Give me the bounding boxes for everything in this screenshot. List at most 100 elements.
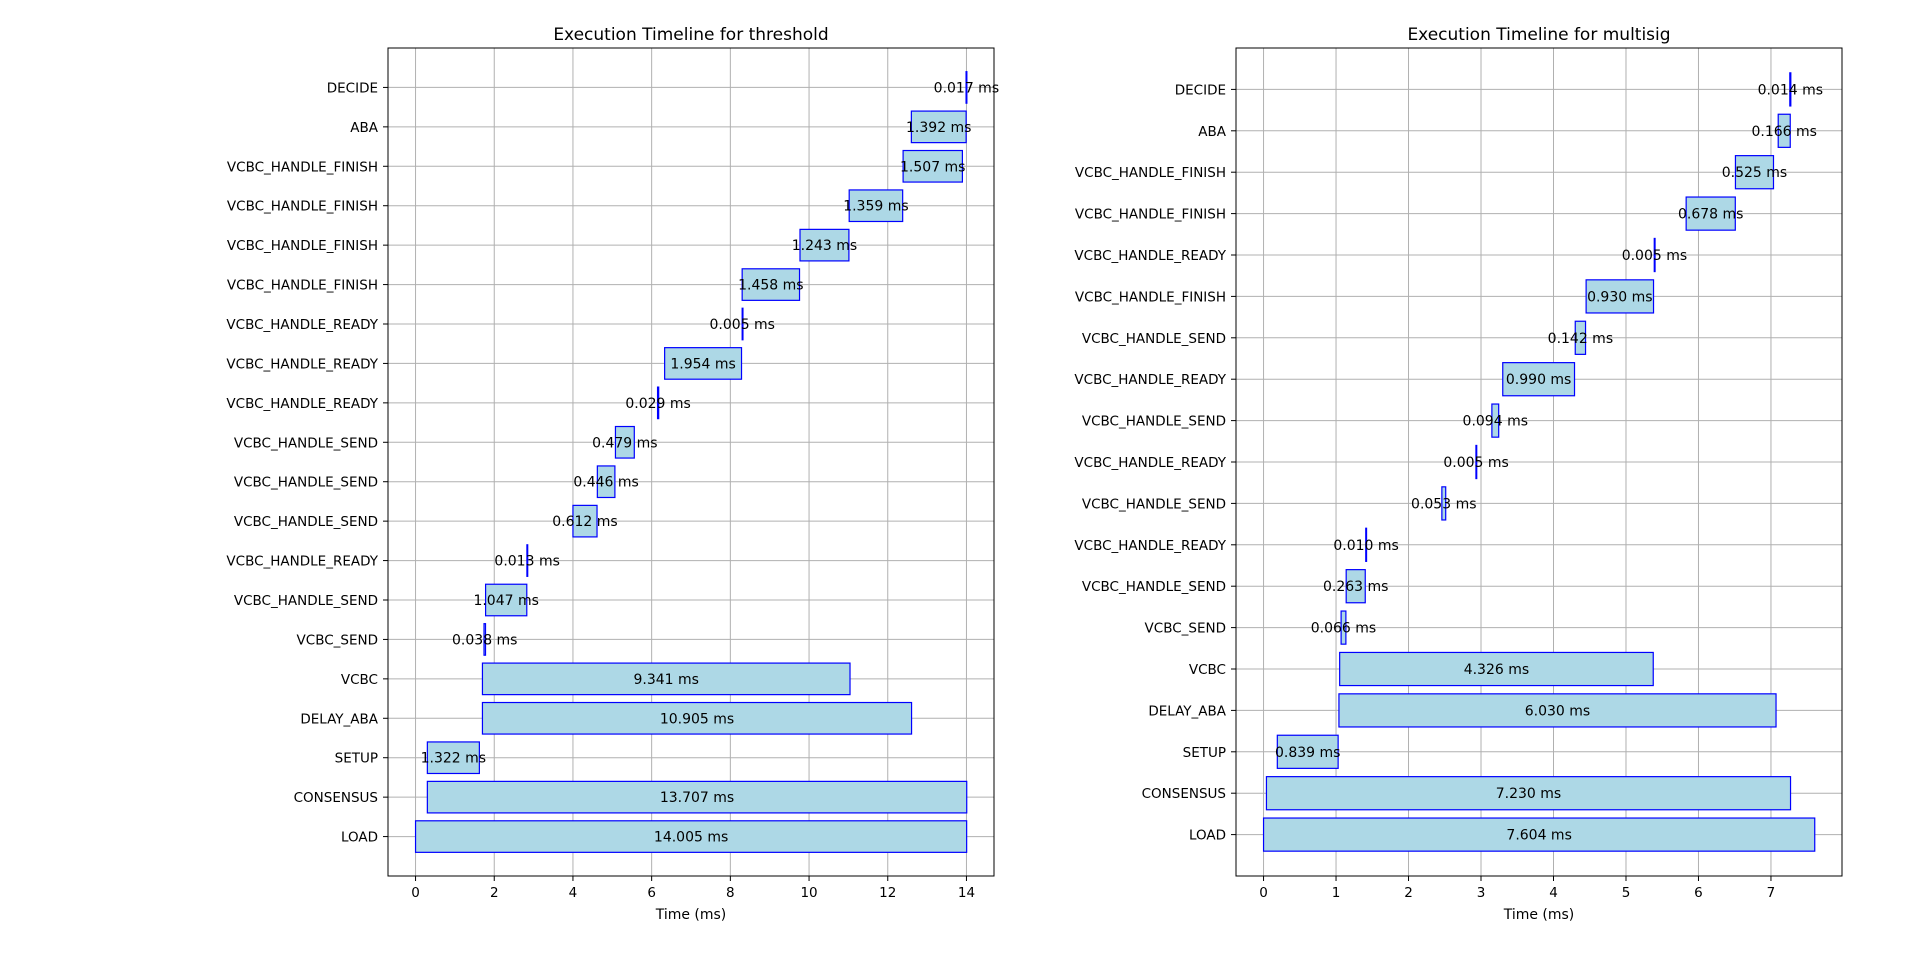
bar-duration-label: 0.005 ms — [1622, 248, 1687, 264]
chart-1: 14.005 ms 13.707 ms 1.322 ms 10.905 ms 9.341… — [226, 25, 999, 923]
y-tick-label: VCBC_HANDLE_FINISH — [1075, 289, 1226, 305]
task-bar — [1685, 196, 1736, 231]
x-axis-label: Time (ms) — [1503, 907, 1575, 923]
x-axis: 0 1 2 3 4 5 6 7 — [1259, 876, 1775, 901]
y-tick-label: VCBC_HANDLE_FINISH — [227, 238, 378, 254]
bar-labels: 14.005 ms 13.707 ms 1.322 ms 10.905 ms 9.341… — [421, 80, 1000, 845]
y-tick-label: VCBC_HANDLE_READY — [226, 317, 378, 333]
x-tick-label: 6 — [1694, 885, 1703, 901]
y-tick-label: LOAD — [341, 830, 378, 846]
bar-duration-label: 4.326 ms — [1464, 662, 1529, 678]
bar-duration-label: 0.094 ms — [1463, 414, 1528, 430]
y-tick-label: VCBC_HANDLE_READY — [1074, 455, 1226, 471]
task-bar — [1777, 113, 1791, 148]
y-tick-label: CONSENSUS — [294, 790, 378, 806]
task-bar — [414, 820, 968, 853]
x-tick-label: 2 — [490, 885, 499, 901]
y-tick-label: VCBC_HANDLE_FINISH — [1075, 165, 1226, 181]
y-tick-label: ABA — [1198, 124, 1226, 140]
task-bar — [1345, 569, 1366, 604]
task-bar — [1502, 362, 1576, 397]
task-bar — [799, 228, 850, 262]
y-tick-label: VCBC_HANDLE_READY — [1074, 538, 1226, 554]
task-bar — [1441, 486, 1447, 521]
y-tick-label: VCBC_HANDLE_READY — [226, 356, 378, 372]
y-tick-label: DELAY_ABA — [1148, 703, 1226, 719]
task-bar — [1262, 817, 1816, 852]
x-tick-label: 8 — [726, 885, 735, 901]
bar-duration-label: 0.005 ms — [710, 317, 775, 333]
task-bar — [1491, 403, 1500, 438]
task-bar — [526, 544, 529, 577]
task-bar — [1340, 610, 1347, 645]
task-bar — [1789, 72, 1792, 107]
y-tick-label: VCBC_HANDLE_FINISH — [227, 199, 378, 215]
task-bar — [481, 662, 851, 696]
bar-duration-label: 10.905 ms — [660, 711, 734, 727]
task-bar — [848, 189, 904, 223]
task-bar — [1276, 734, 1339, 769]
y-tick-label: VCBC_HANDLE_READY — [1074, 372, 1226, 388]
bar-duration-label: 0.166 ms — [1751, 124, 1816, 140]
y-tick-label: DELAY_ABA — [300, 711, 378, 727]
x-tick-label: 0 — [411, 885, 420, 901]
y-tick-label: VCBC_HANDLE_READY — [226, 554, 378, 570]
bar-duration-label: 9.341 ms — [633, 672, 698, 688]
y-tick-label: DECIDE — [1175, 82, 1226, 98]
x-tick-label: 2 — [1404, 885, 1413, 901]
x-tick-label: 0 — [1259, 885, 1268, 901]
task-bar — [741, 307, 744, 341]
bar-duration-label: 0.525 ms — [1722, 165, 1787, 181]
plot-frame — [387, 47, 995, 877]
bar-duration-label: 0.930 ms — [1587, 289, 1652, 305]
x-tick-label: 5 — [1622, 885, 1631, 901]
task-bar — [1265, 776, 1792, 811]
task-bar — [965, 71, 968, 104]
y-tick-label: VCBC_SEND — [297, 632, 378, 648]
bar-duration-label: 1.243 ms — [792, 238, 857, 254]
task-bar — [426, 741, 480, 775]
task-bar — [426, 780, 968, 814]
task-bar — [1475, 444, 1478, 480]
bar-duration-label: 1.507 ms — [900, 159, 965, 175]
x-tick-label: 7 — [1767, 885, 1776, 901]
bar-duration-label: 7.604 ms — [1506, 828, 1571, 844]
bar-duration-label: 0.005 ms — [1443, 455, 1508, 471]
task-bar — [484, 583, 528, 617]
bar-duration-label: 14.005 ms — [654, 830, 728, 846]
x-tick-label: 10 — [800, 885, 817, 901]
task-bar — [572, 504, 598, 538]
bar-duration-label: 0.839 ms — [1275, 745, 1340, 761]
task-bar — [483, 623, 487, 656]
y-tick-label: VCBC_HANDLE_READY — [1074, 248, 1226, 264]
bar-labels: 7.604 ms 7.230 ms 0.839 ms 6.030 ms 4.326 ms… — [1275, 82, 1823, 843]
bar-duration-label: 1.458 ms — [738, 278, 803, 294]
task-bar — [1653, 237, 1656, 273]
x-tick-label: 12 — [879, 885, 896, 901]
y-tick-label: VCBC_HANDLE_SEND — [234, 475, 378, 491]
y-tick-label: ABA — [350, 120, 378, 136]
bar-duration-label: 1.047 ms — [473, 593, 538, 609]
x-tick-label: 3 — [1477, 885, 1486, 901]
y-tick-label: VCBC_HANDLE_SEND — [234, 435, 378, 451]
y-tick-label: VCBC_HANDLE_SEND — [1082, 331, 1226, 347]
y-tick-label: VCBC_HANDLE_FINISH — [1075, 207, 1226, 223]
task-bar — [1339, 651, 1654, 687]
y-tick-label: VCBC_HANDLE_READY — [226, 396, 378, 412]
task-bar — [664, 347, 743, 380]
bar-duration-label: 0.066 ms — [1311, 621, 1376, 637]
task-bar — [1365, 527, 1368, 562]
y-tick-label: SETUP — [1183, 745, 1226, 761]
bar-duration-label: 0.678 ms — [1678, 207, 1743, 223]
y-tick-label: VCBC_HANDLE_FINISH — [227, 278, 378, 294]
task-bar — [1338, 693, 1777, 728]
task-bar — [1574, 320, 1587, 355]
y-tick-label: VCBC_HANDLE_SEND — [1082, 414, 1226, 430]
x-tick-label: 4 — [569, 885, 578, 901]
y-tick-label: VCBC_HANDLE_SEND — [234, 514, 378, 530]
bar-duration-label: 0.010 ms — [1333, 538, 1398, 554]
y-tick-label: CONSENSUS — [1142, 786, 1226, 802]
bars — [1262, 72, 1816, 852]
bar-duration-label: 0.612 ms — [552, 514, 617, 530]
